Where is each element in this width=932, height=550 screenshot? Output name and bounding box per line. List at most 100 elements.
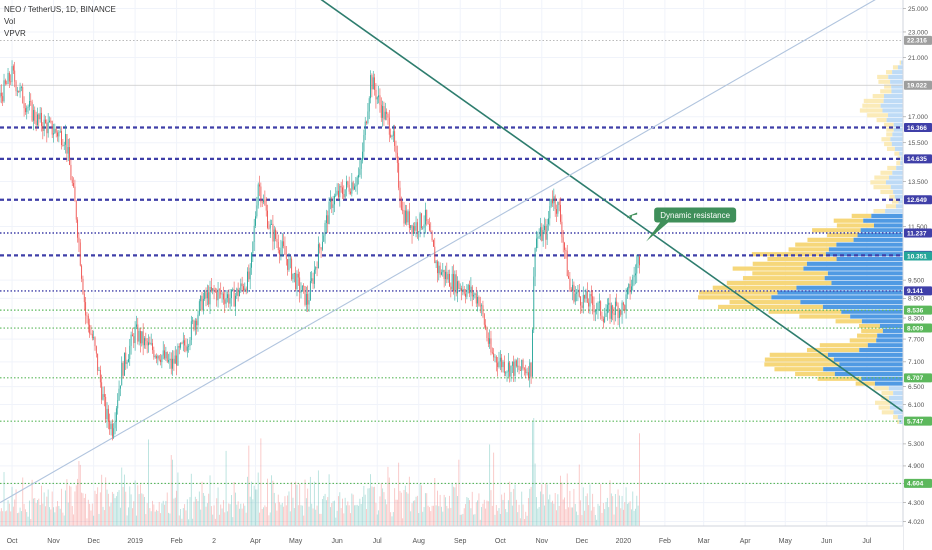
candle-body	[297, 273, 299, 278]
vp-bar-sell	[889, 194, 895, 199]
volume-bar	[453, 486, 454, 526]
vp-bar-buy	[890, 137, 903, 142]
candles	[0, 60, 640, 441]
volume-bar	[338, 496, 339, 526]
vp-bar-sell	[819, 343, 868, 348]
horizontal-levels	[0, 40, 903, 485]
candle-body	[404, 210, 406, 224]
candle-body	[411, 225, 413, 234]
volume-bar	[566, 473, 568, 526]
volume-bar	[288, 491, 290, 526]
volume-bar	[184, 504, 186, 526]
candle-body	[232, 289, 234, 291]
vp-bar-sell	[795, 242, 837, 247]
candle-body	[395, 145, 397, 153]
volume-bar	[474, 514, 476, 526]
volume-bar	[578, 464, 580, 526]
candle-body	[19, 87, 21, 93]
candle-body	[463, 289, 465, 294]
vp-bar-sell	[880, 189, 894, 195]
volume-bar	[240, 503, 242, 526]
volume-bar	[287, 495, 289, 526]
level-tag-label: 11.237	[907, 230, 927, 237]
volume-bar	[511, 505, 513, 526]
candle-body	[443, 269, 445, 280]
candle-body	[156, 356, 157, 359]
price-tick-label: 25.000	[908, 6, 928, 13]
candle-body	[525, 369, 527, 374]
candle-body	[343, 194, 345, 198]
volume-bar	[431, 505, 433, 526]
vp-bar-sell	[699, 290, 778, 295]
volume-bar	[549, 494, 551, 526]
vp-bar-buy	[893, 391, 903, 396]
candle-body	[419, 213, 421, 232]
volume-bar	[7, 500, 9, 526]
volume-bar	[471, 491, 473, 526]
candle-body	[70, 164, 72, 180]
volume-bar	[443, 494, 445, 526]
symbol-title[interactable]: NEO / TetherUS, 1D, BINANCE	[4, 5, 116, 14]
volume-bar	[514, 484, 516, 526]
candle-body	[497, 362, 499, 368]
candle-body	[33, 109, 34, 121]
vpvr-indicator-label[interactable]: VPVR	[4, 29, 26, 38]
candle-body	[609, 302, 611, 319]
vp-bar-buy	[871, 213, 903, 218]
volume-bar	[573, 488, 575, 526]
vp-bar-buy	[892, 70, 903, 75]
vp-bar-sell	[751, 252, 826, 257]
volume-bar	[384, 499, 386, 526]
time-tick-label: Jun	[331, 538, 342, 545]
volume-bar	[576, 511, 578, 526]
volume-bar	[418, 513, 420, 526]
candle-body	[618, 310, 620, 319]
volume-bar	[2, 511, 4, 526]
candle-body	[415, 222, 417, 231]
candle-body	[434, 246, 436, 264]
candle-body	[486, 328, 488, 338]
vp-bar-buy	[894, 146, 903, 151]
price-tick-label: 23.000	[908, 29, 928, 36]
price-tick-label: 4.300	[908, 500, 925, 507]
time-tick-label: Apr	[250, 538, 262, 545]
volume-indicator-label[interactable]: Vol	[4, 17, 16, 26]
volume-bar	[601, 512, 603, 526]
volume-bar	[86, 518, 88, 526]
candle-body	[388, 117, 390, 135]
candle-body	[387, 113, 389, 118]
volume-bar	[572, 507, 574, 526]
volume-bar	[263, 507, 264, 526]
candle-body	[620, 310, 622, 315]
vp-bar-sell	[891, 199, 899, 204]
candle-body	[268, 227, 270, 229]
candle-body	[182, 340, 184, 344]
volume-bar	[602, 503, 604, 526]
candle-body	[604, 316, 606, 323]
volume-bar	[176, 490, 178, 526]
volume-bar	[355, 505, 357, 526]
vp-bar-sell	[892, 65, 898, 70]
candle-body	[344, 189, 346, 198]
candle-body	[635, 273, 636, 276]
candle-body	[479, 305, 481, 307]
candle-body	[107, 408, 109, 422]
volume-bar	[133, 501, 135, 526]
volume-bar	[360, 503, 362, 526]
vp-bar-buy	[889, 400, 903, 405]
volume-bar	[99, 492, 101, 526]
volume-bar	[24, 509, 26, 526]
volume-bar	[41, 485, 42, 526]
volume-bar	[220, 504, 222, 526]
volume-bar	[214, 518, 216, 526]
candle-body	[519, 370, 521, 371]
volume-bar	[168, 512, 169, 526]
candle-body	[493, 353, 495, 358]
volume-bar	[447, 508, 449, 526]
candle-body	[514, 360, 516, 376]
candle-body	[94, 337, 96, 347]
candle-body	[383, 106, 385, 120]
candle-body	[180, 343, 182, 348]
volume-bar	[35, 503, 37, 526]
